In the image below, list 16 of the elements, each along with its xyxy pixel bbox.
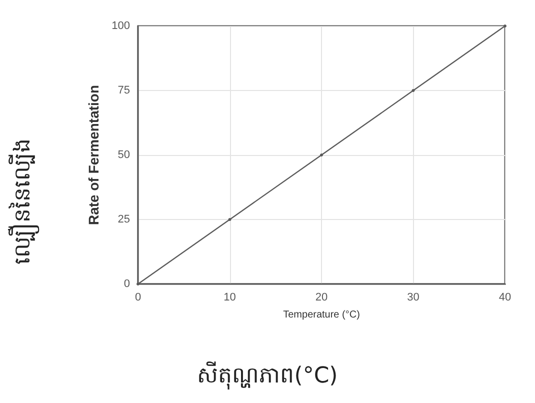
x-tick-label: 30 — [407, 292, 420, 304]
y-tick-label: 0 — [124, 278, 130, 290]
x-axis-title: Temperature (°C) — [283, 310, 360, 320]
y-tick-label: 100 — [112, 20, 130, 32]
y-axis-title: Rate of Fermentation — [86, 84, 102, 226]
x-tick-label: 40 — [498, 292, 512, 304]
text: សីតុណ្ហភាព(°C) — [197, 362, 338, 390]
y-tick-label: 50 — [118, 149, 130, 161]
text: ល្បឿននៃល្បើង — [8, 138, 40, 264]
y-tick-label: 75 — [118, 84, 130, 96]
y-tick-label: 25 — [118, 214, 130, 226]
point — [412, 89, 415, 92]
x-tick-label: 20 — [315, 292, 328, 304]
x-tick-label: 0 — [134, 292, 142, 304]
point — [228, 218, 232, 221]
x-tick-label: 10 — [224, 292, 236, 304]
